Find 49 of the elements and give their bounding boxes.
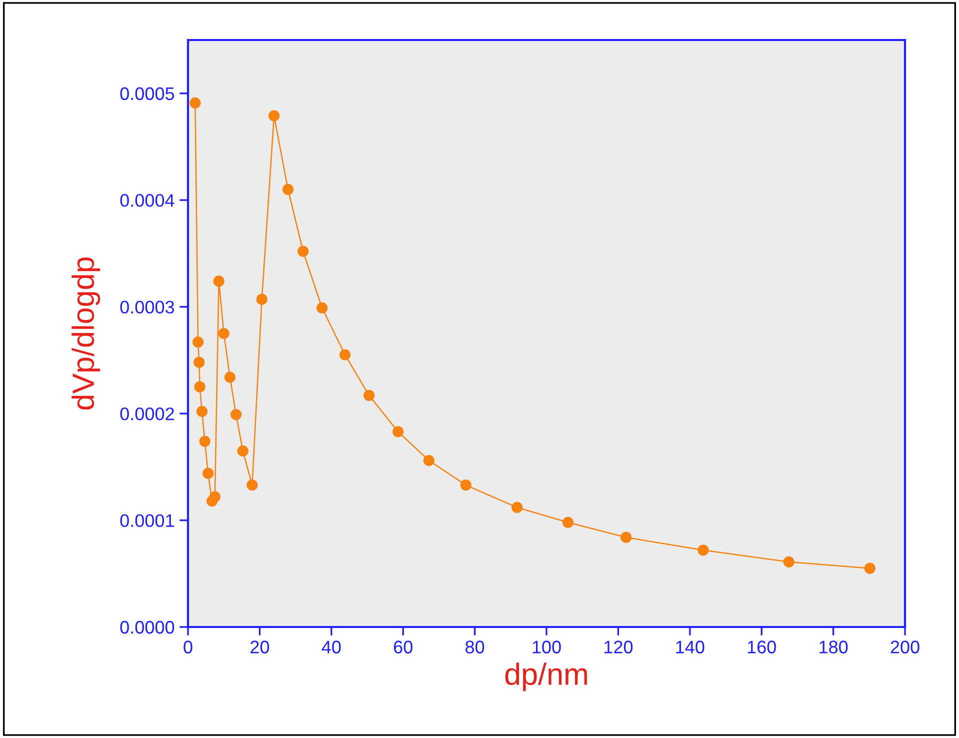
point [237, 445, 248, 456]
point [268, 110, 280, 122]
point [392, 426, 404, 438]
x-tick-label: 100 [532, 640, 561, 654]
point [194, 381, 206, 392]
x-tick-label: 120 [604, 640, 633, 654]
y-tick-label: 0.0004 [120, 194, 174, 207]
y-tick-label: 0.0001 [120, 514, 174, 527]
y-tick-label: 0.0005 [120, 87, 174, 100]
x-tick-label: 140 [676, 640, 704, 654]
point [698, 544, 709, 556]
x-tick-label: 60 [394, 640, 412, 654]
x-tick-label: 200 [890, 640, 920, 654]
point [213, 276, 224, 287]
point [562, 516, 574, 528]
x-tick-label: 0 [184, 640, 192, 654]
point [194, 356, 205, 368]
point [316, 302, 328, 314]
point [199, 436, 210, 447]
point [783, 556, 794, 568]
point [512, 502, 523, 514]
x-tick-label: 80 [466, 640, 484, 654]
point [192, 336, 204, 348]
point [298, 246, 309, 257]
point [256, 294, 268, 305]
x-tick-label: 20 [250, 640, 270, 654]
y-tick-label: 0.0000 [120, 620, 174, 634]
point [339, 349, 351, 360]
point [224, 372, 236, 383]
point [363, 390, 375, 401]
point [190, 97, 201, 109]
x-tick-label: 40 [322, 640, 341, 654]
x-tick-label: 180 [820, 640, 848, 654]
point [246, 479, 258, 491]
x-axis-title: dp/nm [505, 662, 587, 692]
point [423, 454, 434, 466]
y-tick-label: 0.0002 [120, 407, 174, 420]
point [620, 532, 632, 543]
point [282, 184, 294, 195]
point [202, 468, 214, 479]
point [209, 491, 220, 502]
y-axis-title: dVp/dlogdp [72, 257, 100, 410]
point [864, 562, 876, 574]
point [230, 409, 242, 420]
point [196, 406, 208, 417]
x-tick-label: 160 [748, 640, 776, 654]
point [218, 328, 230, 340]
y-tick-label: 0.0003 [120, 300, 174, 314]
point [460, 479, 472, 491]
